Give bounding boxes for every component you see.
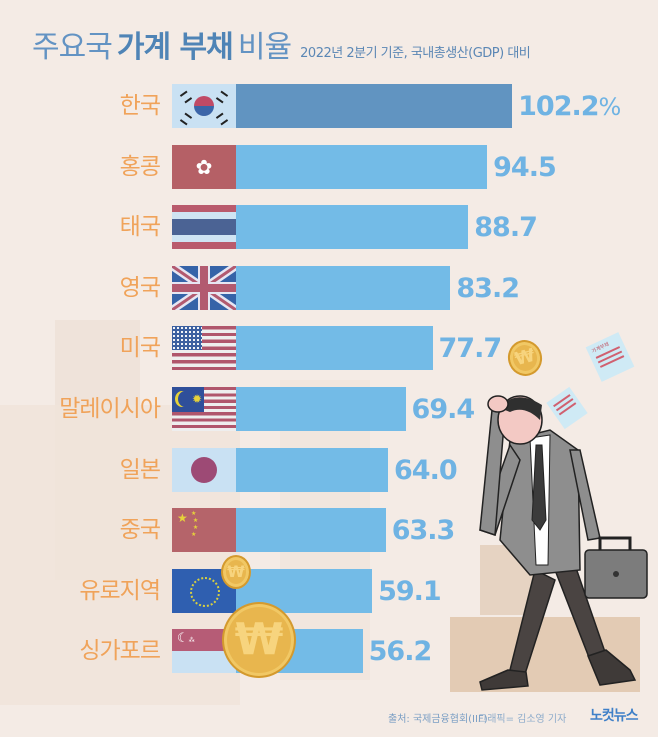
value-number: 56.2 [368,636,433,668]
title-part-3: 비율 [237,30,292,65]
south-korea-flag-icon [172,84,236,128]
value-number: 59.1 [378,575,442,607]
value-number: 83.2 [456,272,520,304]
country-label: 중국 [119,517,161,544]
bar-row-thailand: 태국 88.7 [0,205,658,250]
bar [236,265,451,310]
thailand-flag-icon [172,205,236,250]
value-label: 56.2 [368,629,433,673]
value-label: 59.1 [378,569,442,613]
country-label: 미국 [119,335,161,362]
country-label: 유로지역 [79,577,161,604]
value-label: 77.7 [438,326,503,370]
country-label: 태국 [119,214,161,241]
bar-row-united-kingdom: 영국 83.2 [0,265,658,310]
bar [236,387,406,431]
value-label: 69.4 [411,387,476,431]
value-label: 88.7 [474,205,538,249]
bar [236,84,513,128]
country-label: 말레이시아 [59,396,161,422]
value-number: 69.4 [411,394,476,425]
title-part-1: 주요국 [32,30,113,65]
united-kingdom-flag-icon [172,265,236,310]
hong-kong-flag-icon: ✿ [172,144,236,189]
value-number: 63.3 [391,515,456,547]
country-label: 영국 [119,274,161,301]
won-coin-icon: ₩ [222,602,296,678]
graphic-credit: 그래픽= 김소영 기자 [478,714,567,725]
value-label: 102.2% [518,84,622,128]
bar [236,508,386,553]
bar-row-japan: 일본 64.0 [0,447,658,492]
chart-subtitle: 2022년 2분기 기준, 국내총생산(GDP) 대비 [300,46,531,61]
percent-suffix: % [598,93,622,121]
china-flag-icon: ★ ★ ★ ★ ★ [172,508,236,553]
bar-row-south-korea: 한국 102.2% [0,84,658,128]
bar [236,144,488,189]
chart-title: 주요국 가계 부채 비율 2022년 2분기 기준, 국내총생산(GDP) 대비 [32,22,531,66]
united-states-flag-icon [172,326,236,371]
stressed-businessman-illustration [479,395,648,691]
malaysia-flag-icon: ✹ [172,387,236,431]
bar [236,205,469,250]
source-note: 출처: 국제금융협회(IIF) [388,714,488,725]
country-label: 일본 [119,456,161,483]
value-number: 94.5 [493,151,557,183]
bar-row-hong-kong: 홍콩 ✿ 94.5 [0,144,658,189]
value-number: 102.2 [518,91,599,122]
bar-row-china: 중국 ★ ★ ★ ★ ★ 63.3 [0,508,658,553]
country-label: 홍콩 [119,153,161,180]
bar-row-malaysia: 말레이시아 ✹ 69.4 [0,387,658,431]
bar [236,447,388,492]
value-number: 88.7 [474,212,538,244]
country-label: 한국 [119,93,161,119]
won-coin-icon: ₩ [221,555,251,589]
nocut-news-logo: 노컷뉴스 [590,708,639,724]
title-part-2: 가계 부채 [116,30,234,65]
value-label: 63.3 [391,508,456,552]
value-label: 64.0 [394,448,458,492]
japan-flag-icon [172,447,236,492]
value-number: 64.0 [394,454,458,486]
bar [236,326,433,371]
country-label: 싱가포르 [79,638,161,665]
value-number: 77.7 [438,333,503,365]
value-label: 94.5 [493,145,557,189]
bar-row-euro-area: 유로지역 59.1 [0,568,658,613]
bar-row-united-states: 미국 77.7 [0,326,658,371]
value-label: 83.2 [456,266,520,310]
